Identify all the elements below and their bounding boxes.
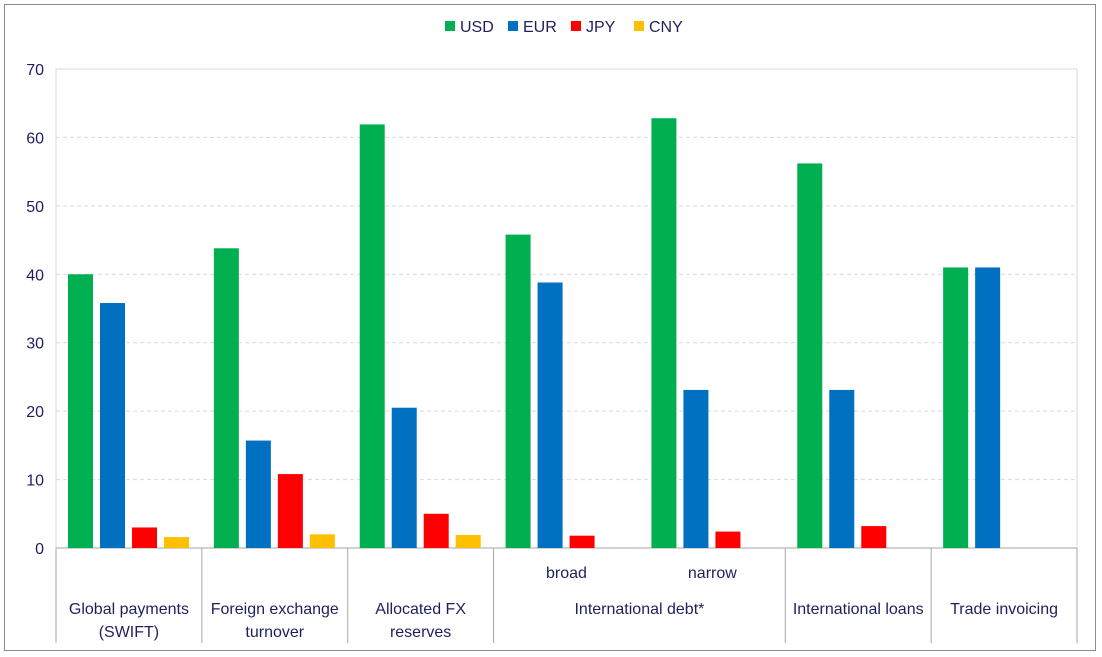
category-label: (SWIFT): [99, 624, 159, 641]
bar-usd: [213, 248, 239, 549]
y-tick-label: 70: [26, 62, 44, 79]
bar-usd: [505, 234, 531, 548]
bar-jpy: [861, 526, 887, 548]
sub-category-label: narrow: [688, 565, 737, 582]
category-label: Allocated FX: [375, 601, 466, 618]
y-tick-label: 10: [26, 473, 44, 490]
bar-usd: [68, 274, 93, 548]
bar-usd: [797, 163, 823, 548]
bar-eur: [975, 267, 1001, 548]
y-tick-label: 30: [26, 336, 44, 353]
bar-jpy: [423, 513, 449, 548]
y-tick-label: 50: [26, 199, 44, 216]
bar-eur: [391, 407, 417, 548]
plot-area: [55, 68, 1078, 549]
bar-usd: [651, 118, 677, 549]
bar-cny: [164, 537, 189, 548]
category-label: International loans: [793, 601, 924, 618]
category-label: Global payments: [69, 601, 189, 618]
bar-cny: [455, 534, 481, 548]
bar-usd: [943, 267, 969, 548]
bar-eur: [537, 282, 563, 548]
y-tick-label: 20: [26, 404, 44, 421]
bar-jpy: [277, 474, 303, 548]
bar-eur: [829, 389, 855, 548]
legend-label-cny: CNY: [649, 19, 683, 36]
chart-frame: 0 10 20 30 40 50 60 70 Global payments (SWIFT) For…: [4, 4, 1096, 651]
bar-eur: [100, 303, 125, 548]
legend-swatch-jpy: [571, 21, 581, 31]
category-label: Foreign exchange: [211, 601, 339, 618]
category-label: turnover: [245, 624, 304, 641]
legend-label-jpy: JPY: [586, 19, 616, 36]
bar-cny: [309, 534, 335, 548]
category-label: Trade invoicing: [950, 601, 1058, 618]
y-tick-label: 0: [35, 541, 44, 558]
bar-jpy: [569, 535, 595, 548]
bar-chart: 0 10 20 30 40 50 60 70 Global payments (SWIFT) For…: [26, 19, 1078, 643]
y-tick-label: 60: [26, 130, 44, 147]
legend-label-eur: EUR: [523, 19, 557, 36]
legend-swatch-cny: [634, 21, 644, 31]
y-tick-label: 40: [26, 267, 44, 284]
bar-usd: [359, 124, 385, 549]
legend-swatch-eur: [508, 21, 518, 31]
category-label: reserves: [390, 624, 451, 641]
legend-label-usd: USD: [460, 19, 494, 36]
sub-category-label: broad: [546, 565, 587, 582]
bar-eur: [245, 440, 271, 548]
category-label: International debt*: [574, 601, 704, 618]
bar-jpy: [132, 527, 157, 548]
legend-swatch-usd: [445, 21, 455, 31]
bar-eur: [683, 389, 709, 548]
bar-jpy: [715, 531, 741, 548]
